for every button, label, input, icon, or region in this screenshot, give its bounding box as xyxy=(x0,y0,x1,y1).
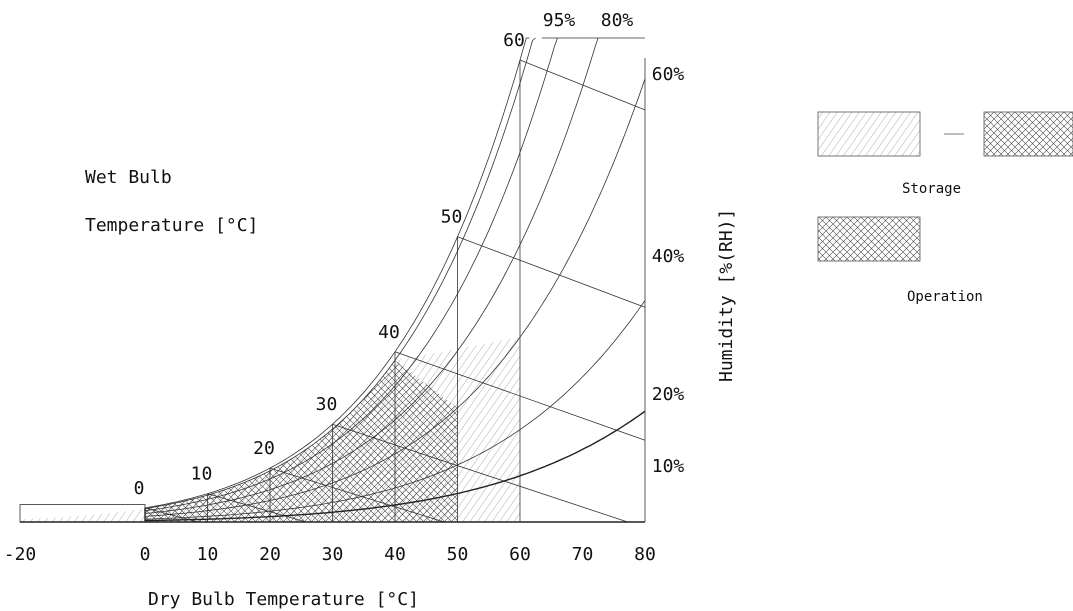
wet-bulb-title-line2: Temperature [°C] xyxy=(85,215,258,236)
legend-storage-swatch-b xyxy=(983,111,1073,157)
rh-curve-20 xyxy=(144,300,646,520)
rh-label-60: 60% xyxy=(652,64,685,85)
x-tick-label-4: 30 xyxy=(322,544,344,565)
wet-bulb-title-line1: Wet Bulb xyxy=(85,167,172,188)
wet-bulb-label-20: 20 xyxy=(253,438,275,459)
wet-bulb-label-30: 30 xyxy=(316,394,338,415)
x-tick-label-6: 50 xyxy=(447,544,469,565)
x-tick-label-7: 60 xyxy=(509,544,531,565)
rh-curve-95 xyxy=(144,37,536,509)
axes xyxy=(20,58,646,523)
rh-label-20: 20% xyxy=(652,384,685,405)
rh-label-10: 10% xyxy=(652,456,685,477)
rh-curve-10 xyxy=(144,410,646,522)
wet-bulb-label-0: 0 xyxy=(134,478,145,499)
rh-curves xyxy=(144,37,646,522)
legend-storage-swatch-a xyxy=(817,111,921,157)
labels: -20 0 10 20 30 40 50 60 70 80 0 10 20 30 40 50 60 95% 80% 6… xyxy=(4,10,685,565)
x-tick-label-9: 80 xyxy=(634,544,656,565)
x-tick-label-5: 40 xyxy=(384,544,406,565)
wet-bulb-label-50: 50 xyxy=(441,207,463,228)
wet-bulb-label-40: 40 xyxy=(378,322,400,343)
legend-label-operation: Operation xyxy=(907,289,983,305)
rh-curve-60 xyxy=(144,37,599,514)
rh-label-80: 80% xyxy=(601,10,634,31)
x-tick-label-2: 10 xyxy=(197,544,219,565)
x-tick-label-3: 20 xyxy=(259,544,281,565)
wet-bulb-line-20 xyxy=(269,467,445,523)
wet-bulb-line-30 xyxy=(332,423,628,523)
wet-bulb-lines xyxy=(144,59,646,523)
x-tick-label-0: -20 xyxy=(4,544,37,565)
legend-operation-swatch xyxy=(817,216,921,262)
wet-bulb-label-60: 60 xyxy=(503,30,525,51)
rh-label-40: 40% xyxy=(652,246,685,267)
rh-label-95: 95% xyxy=(543,10,576,31)
rh-curve-80 xyxy=(144,37,558,512)
wet-bulb-label-10: 10 xyxy=(191,464,213,485)
x-tick-label-1: 0 xyxy=(140,544,151,565)
rh-curve-100 xyxy=(144,37,530,509)
wet-bulb-line-50 xyxy=(457,236,646,308)
y-axis-label: Humidity [%(RH)] xyxy=(716,209,737,382)
x-tick-label-8: 70 xyxy=(572,544,594,565)
wet-bulb-line-10 xyxy=(207,493,307,523)
x-axis-label: Dry Bulb Temperature [°C] xyxy=(148,589,419,610)
legend-label-storage: Storage xyxy=(902,181,961,197)
wet-bulb-line-60 xyxy=(519,59,646,111)
rh-curve-40 xyxy=(144,78,646,517)
legend: Storage Operation xyxy=(817,111,1073,305)
region-operation xyxy=(145,360,458,522)
